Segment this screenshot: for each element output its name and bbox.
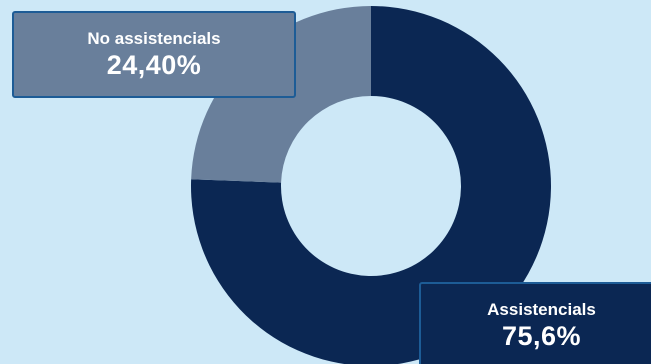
category-label-no-assistencials: No assistencials — [87, 29, 221, 48]
value-label-no-assistencials: 24,40% — [106, 50, 202, 80]
label-no-assistencials: No assistencials 24,40% — [12, 11, 296, 98]
category-label-assistencials: Assistencials — [487, 300, 596, 319]
slice-assistencials — [191, 6, 551, 364]
value-label-assistencials: 75,6% — [501, 321, 582, 351]
label-assistencials: Assistencials 75,6% — [419, 282, 651, 364]
